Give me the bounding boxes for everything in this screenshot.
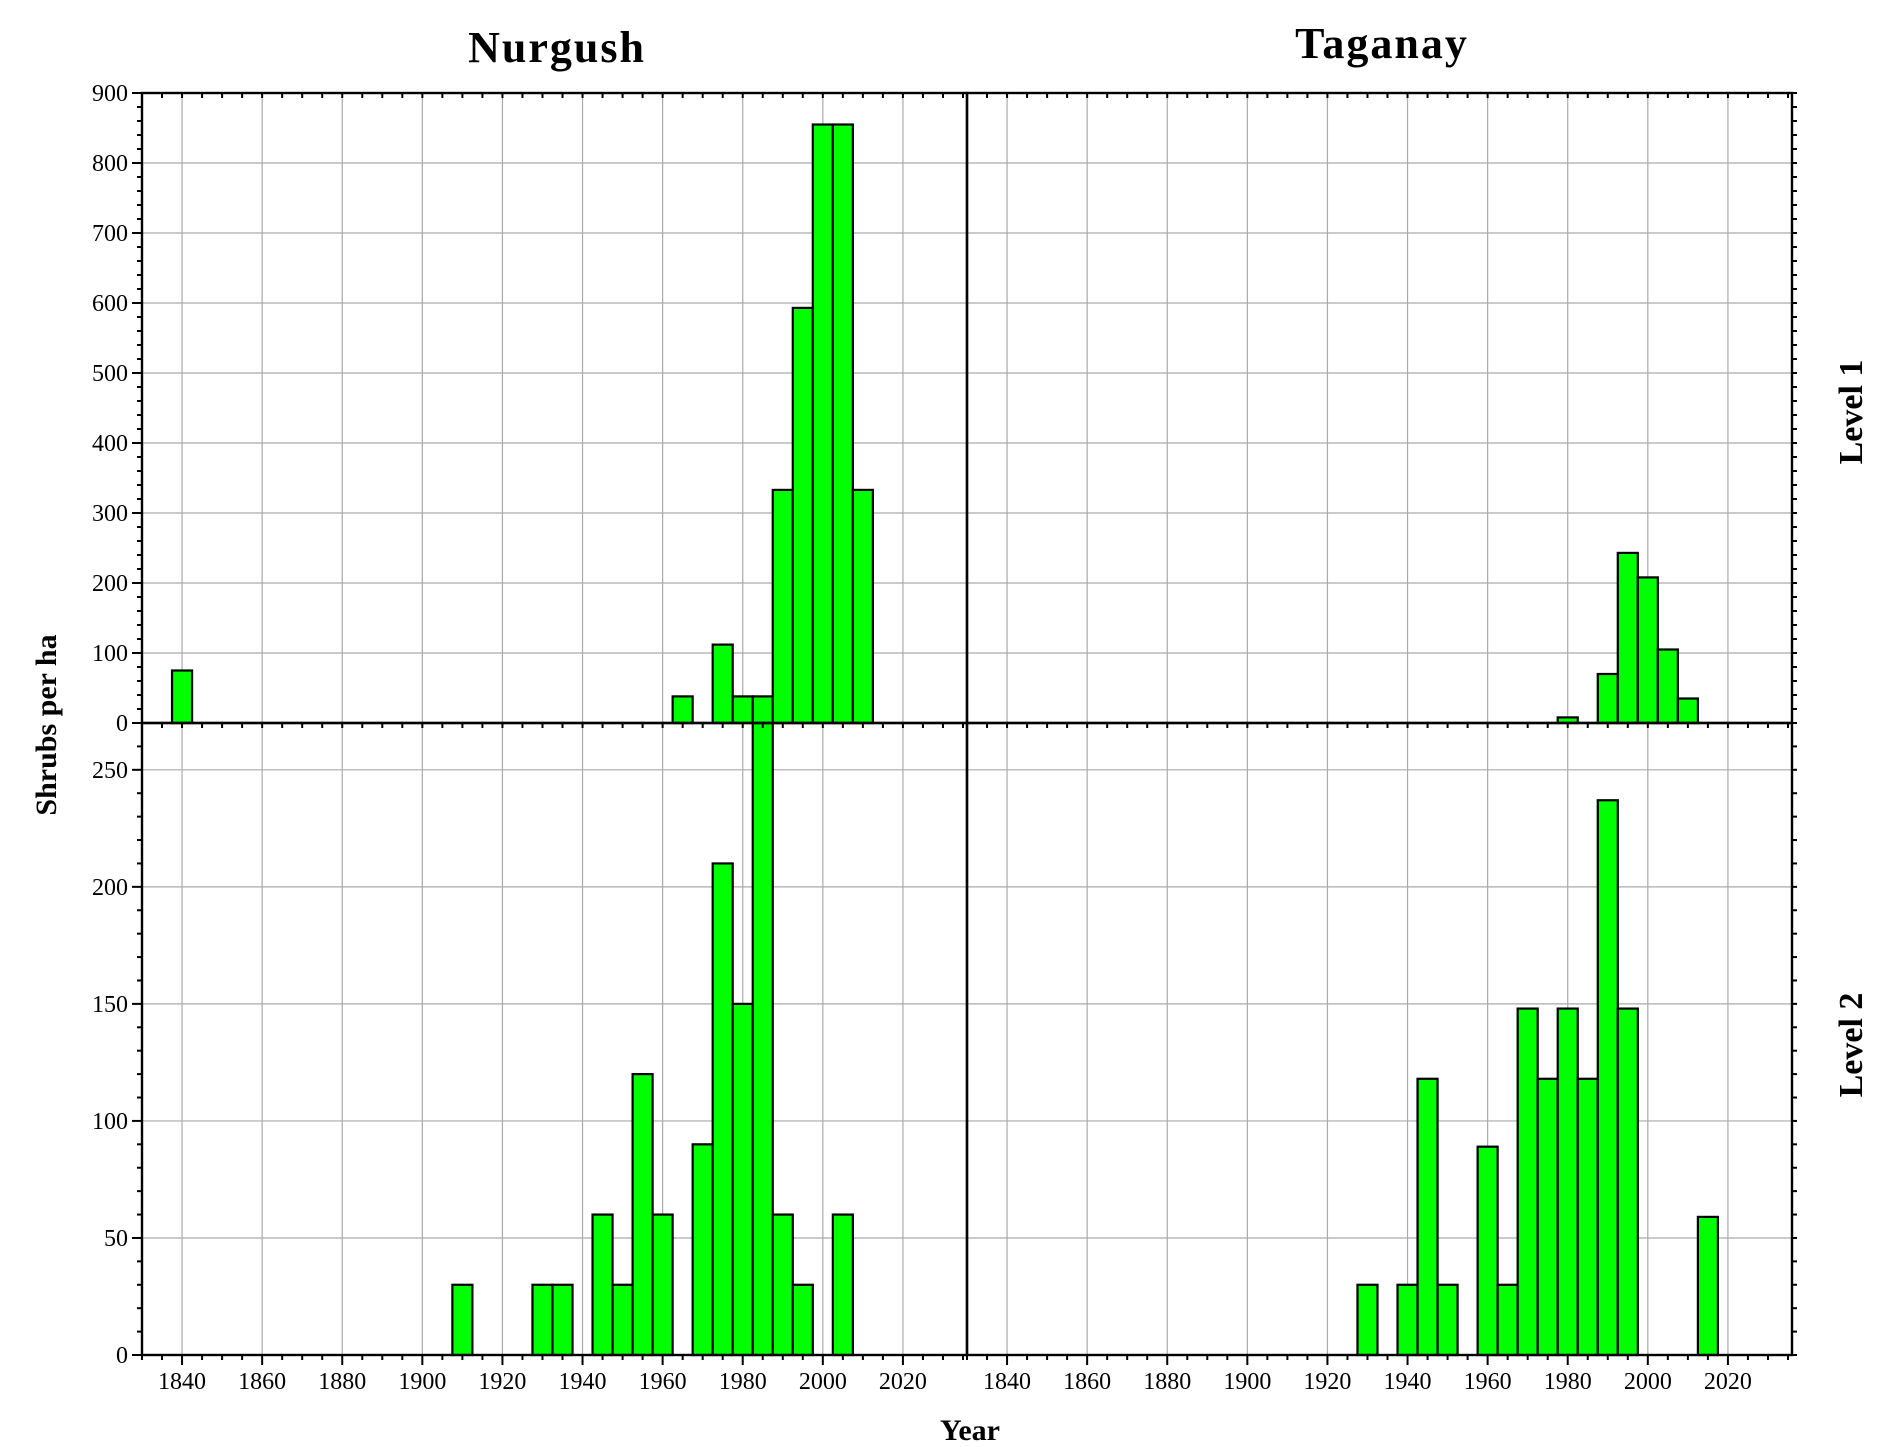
bar-taganay-level-2-1940 [1396,1283,1419,1357]
x-tick-label: 1980 [1544,1369,1592,1395]
bar-nurgush-level-2-1945 [591,1213,614,1357]
y-tick-label: 50 [104,1226,128,1252]
bar-taganay-level-2-1975 [1536,1077,1559,1357]
y-tick-label: 400 [92,431,128,457]
row-label-level-1: Level 1 [1833,360,1870,465]
bar-taganay-level-2-1970 [1516,1007,1539,1357]
bar-nurgush-level-2-1910 [451,1283,474,1357]
bar-nurgush-level-2-1960 [651,1213,674,1357]
bar-nurgush-level-2-1995 [791,1283,814,1357]
column-title-nurgush: Nurgush [468,23,646,72]
x-tick-label: 2000 [1624,1369,1672,1395]
bar-taganay-level-1-2010 [1676,697,1699,725]
x-tick-label: 2020 [879,1369,927,1395]
y-tick-label: 0 [116,1343,128,1369]
y-tick-label: 250 [92,758,128,784]
bar-nurgush-level-2-1980 [731,1002,754,1357]
bar-nurgush-level-2-1990 [771,1213,794,1357]
bar-nurgush-level-1-1995 [791,306,814,725]
x-tick-label: 1940 [559,1369,607,1395]
x-tick-label: 1880 [1143,1369,1191,1395]
bar-nurgush-level-1-1840 [170,669,194,725]
bar-taganay-level-2-1960 [1476,1145,1499,1357]
x-tick-label: 1840 [983,1369,1031,1395]
bar-nurgush-level-1-1985 [751,695,774,725]
bar-taganay-level-2-2015 [1696,1215,1720,1357]
y-tick-label: 100 [92,641,128,667]
bar-taganay-level-2-1930 [1356,1283,1379,1357]
y-tick-label: 500 [92,361,128,387]
bar-nurgush-level-1-1975 [711,643,734,725]
bar-nurgush-level-2-1930 [531,1283,554,1357]
bar-taganay-level-1-1995 [1616,551,1639,725]
bar-taganay-level-1-2000 [1636,576,1659,725]
bar-nurgush-level-2-1950 [611,1283,634,1357]
y-tick-label: 700 [92,221,128,247]
bar-nurgush-level-1-1980 [731,695,754,725]
panel-frame-taganay-level-1 [965,91,1794,725]
x-tick-label: 2020 [1704,1369,1752,1395]
y-tick-label: 800 [92,151,128,177]
bar-taganay-level-1-2005 [1656,648,1679,725]
bar-nurgush-level-2-1985 [751,721,774,1357]
bar-nurgush-level-1-2000 [811,123,834,725]
y-tick-label: 200 [92,571,128,597]
x-tick-label: 1900 [398,1369,446,1395]
bar-nurgush-level-2-2005 [831,1213,854,1357]
x-tick-label: 2000 [799,1369,847,1395]
x-tick-label: 1860 [1063,1369,1111,1395]
bar-taganay-level-2-1980 [1556,1007,1579,1357]
labels-layer: Nurgush Taganay Level 1 Level 2 Shrubs p… [30,19,1870,1447]
bar-taganay-level-1-1990 [1596,672,1619,725]
x-tick-label: 1920 [1303,1369,1351,1395]
x-axis-label: Year [940,1414,1000,1447]
y-tick-label: 200 [92,875,128,901]
x-tick-label: 1960 [1464,1369,1512,1395]
bar-nurgush-level-1-2010 [851,488,874,725]
y-tick-label: 100 [92,1109,128,1135]
bar-taganay-level-2-1950 [1436,1283,1459,1357]
y-tick-label: 900 [92,81,128,107]
y-tick-label: 0 [116,711,128,737]
panel-frame-taganay-level-2 [965,721,1794,1357]
bars-layer [170,123,1720,1357]
bar-nurgush-level-1-1990 [771,488,794,725]
x-tick-label: 1980 [719,1369,767,1395]
bar-nurgush-level-2-1975 [711,862,734,1357]
bar-nurgush-level-1-1965 [671,695,694,725]
y-tick-label: 150 [92,992,128,1018]
row-label-level-2: Level 2 [1833,993,1870,1098]
bar-nurgush-level-2-1970 [691,1143,714,1357]
bar-taganay-level-2-1965 [1496,1283,1519,1357]
x-tick-label: 1960 [639,1369,687,1395]
bar-nurgush-level-1-2005 [831,123,854,725]
y-axis-label: Shrubs per ha [30,634,63,815]
x-tick-label: 1920 [478,1369,526,1395]
x-tick-label: 1840 [158,1369,206,1395]
y-tick-label: 600 [92,291,128,317]
x-tick-label: 1860 [238,1369,286,1395]
x-tick-label: 1880 [318,1369,366,1395]
bar-taganay-level-2-1995 [1616,1007,1639,1357]
bar-nurgush-level-2-1935 [551,1283,574,1357]
bar-nurgush-level-2-1955 [631,1073,654,1357]
bar-taganay-level-2-1990 [1596,799,1619,1357]
bar-taganay-level-2-1945 [1416,1077,1439,1357]
x-tick-label: 1940 [1384,1369,1432,1395]
x-tick-label: 1900 [1223,1369,1271,1395]
y-tick-label: 300 [92,501,128,527]
column-title-taganay: Taganay [1295,19,1469,68]
bar-taganay-level-2-1985 [1576,1077,1599,1357]
